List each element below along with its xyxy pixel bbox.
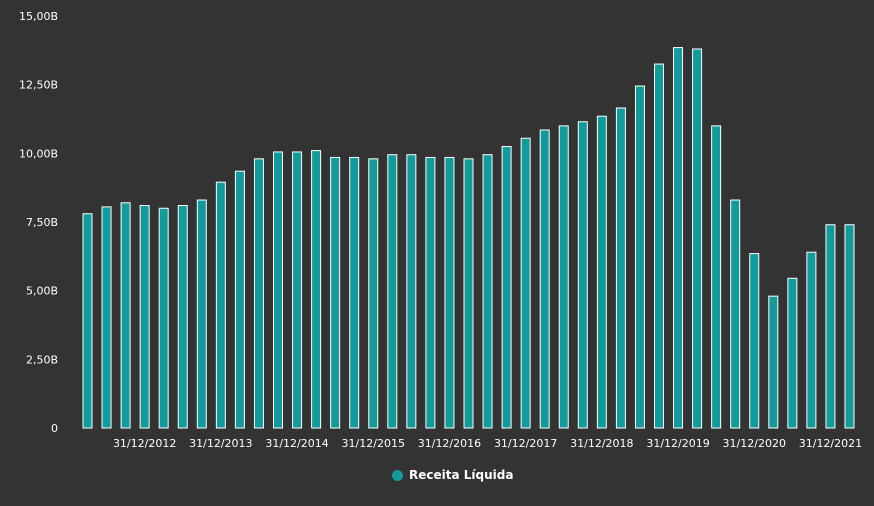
bar[interactable]: [273, 151, 283, 429]
legend-marker-icon: [392, 469, 403, 481]
x-tick-label: 31/12/2019: [646, 437, 709, 450]
x-tick-label: 31/12/2014: [265, 437, 328, 450]
bar[interactable]: [292, 151, 303, 429]
y-tick-label: 2,50B: [26, 353, 58, 366]
y-tick-label: 10,00B: [19, 147, 58, 160]
bar[interactable]: [787, 277, 798, 429]
bar[interactable]: [158, 207, 169, 429]
bar[interactable]: [825, 224, 836, 429]
x-tick-label: 31/12/2012: [113, 437, 176, 450]
bar[interactable]: [215, 181, 226, 429]
bar[interactable]: [196, 199, 207, 429]
bar[interactable]: [234, 170, 245, 429]
bar[interactable]: [387, 154, 398, 429]
bar[interactable]: [596, 115, 607, 429]
x-tick-label: 31/12/2017: [494, 437, 557, 450]
bar[interactable]: [139, 205, 150, 429]
bar[interactable]: [425, 156, 436, 429]
bar[interactable]: [634, 85, 645, 429]
bar[interactable]: [482, 154, 493, 429]
bar[interactable]: [577, 121, 588, 429]
bar[interactable]: [101, 206, 112, 429]
x-tick-label: 31/12/2013: [189, 437, 252, 450]
legend[interactable]: Receita Líquida: [392, 468, 513, 482]
bar[interactable]: [673, 47, 684, 429]
bar[interactable]: [444, 156, 455, 429]
bar[interactable]: [730, 199, 741, 429]
bar[interactable]: [806, 251, 817, 429]
bar[interactable]: [82, 213, 93, 429]
x-tick-label: 31/12/2021: [799, 437, 862, 450]
y-tick-label: 5,00B: [26, 285, 58, 298]
bar[interactable]: [558, 125, 569, 429]
x-tick-label: 31/12/2020: [723, 437, 786, 450]
y-tick-label: 7,50B: [26, 216, 58, 229]
y-tick-label: 12,50B: [19, 79, 58, 92]
bar[interactable]: [368, 158, 379, 429]
bar[interactable]: [120, 202, 131, 429]
bar[interactable]: [406, 154, 417, 429]
y-axis: 0 2,50B 5,00B 7,50B 10,00B 12,50B 15,00B: [19, 10, 58, 435]
bar[interactable]: [330, 156, 341, 429]
bar[interactable]: [177, 205, 188, 429]
x-tick-label: 31/12/2016: [418, 437, 481, 450]
y-tick-label: 15,00B: [19, 10, 58, 23]
bar[interactable]: [463, 158, 474, 429]
bar[interactable]: [520, 137, 531, 429]
bar[interactable]: [711, 125, 722, 429]
bars: [82, 47, 855, 429]
bar[interactable]: [501, 145, 512, 429]
bar[interactable]: [253, 158, 264, 429]
bar[interactable]: [654, 63, 664, 429]
x-tick-label: 31/12/2015: [342, 437, 405, 450]
x-tick-label: 31/12/2018: [570, 437, 633, 450]
bar[interactable]: [749, 253, 760, 429]
bar[interactable]: [768, 295, 779, 429]
bar[interactable]: [844, 224, 855, 429]
bar[interactable]: [539, 129, 550, 429]
legend-label: Receita Líquida: [409, 468, 514, 482]
bar[interactable]: [349, 156, 360, 429]
x-axis: 31/12/2012 31/12/2013 31/12/2014 31/12/2015…: [113, 437, 862, 450]
bar[interactable]: [692, 48, 703, 429]
bar[interactable]: [311, 150, 322, 429]
bar[interactable]: [615, 107, 626, 429]
y-tick-label: 0: [51, 422, 58, 435]
